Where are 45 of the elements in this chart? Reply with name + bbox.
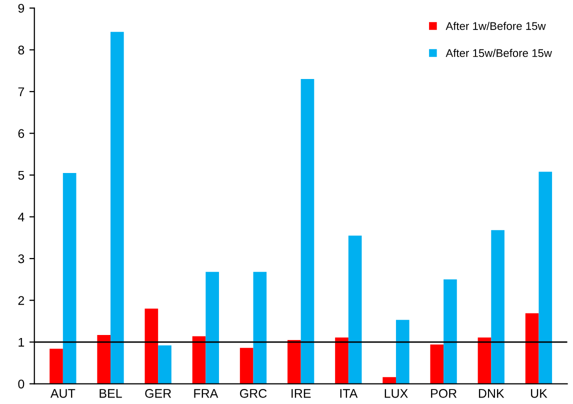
x-tick-label: AUT bbox=[50, 389, 76, 398]
bar bbox=[348, 236, 362, 384]
bar bbox=[335, 337, 348, 384]
bar bbox=[62, 172, 76, 384]
x-tick-label: ITA bbox=[340, 389, 358, 398]
x-tick-label: FRA bbox=[194, 389, 218, 398]
y-tick-label: 2 bbox=[18, 296, 24, 305]
y-tick-label: 0 bbox=[18, 380, 24, 388]
x-tick-label: DNK bbox=[478, 389, 504, 398]
bar bbox=[97, 334, 111, 384]
bar bbox=[288, 340, 301, 384]
bar bbox=[382, 377, 396, 384]
bar bbox=[110, 32, 124, 384]
bar bbox=[525, 313, 539, 384]
bar bbox=[444, 279, 457, 384]
bar bbox=[192, 336, 206, 384]
legend-label: After 15w/Before 15w bbox=[446, 48, 552, 58]
bar bbox=[300, 79, 314, 384]
bar bbox=[158, 345, 172, 384]
bar bbox=[206, 272, 219, 384]
y-tick-label: 1 bbox=[18, 338, 24, 347]
legend-label: After 1w/Before 15w bbox=[446, 22, 546, 30]
y-tick-label: 7 bbox=[18, 88, 24, 96]
bar bbox=[491, 230, 504, 384]
bar bbox=[396, 320, 410, 384]
x-tick-label: GRC bbox=[240, 388, 267, 398]
y-tick-label: 5 bbox=[18, 170, 24, 180]
bar bbox=[144, 308, 158, 384]
x-tick-label: LUX bbox=[384, 389, 408, 398]
x-tick-label: IRE bbox=[292, 389, 311, 398]
y-tick-label: 8 bbox=[18, 46, 24, 54]
x-tick-label: BEL bbox=[100, 389, 122, 398]
bar bbox=[430, 344, 444, 384]
bar bbox=[538, 172, 552, 384]
y-tick-label: 9 bbox=[18, 4, 24, 13]
y-tick-label: 3 bbox=[18, 254, 24, 264]
bar bbox=[240, 348, 254, 384]
x-tick-label: UK bbox=[531, 389, 548, 398]
y-tick-label: 4 bbox=[18, 212, 24, 222]
bar bbox=[253, 272, 267, 384]
y-tick-label: 6 bbox=[18, 129, 24, 138]
bar bbox=[478, 337, 492, 384]
x-tick-label: POR bbox=[431, 388, 457, 398]
x-tick-label: GER bbox=[145, 388, 172, 398]
bar bbox=[50, 348, 63, 384]
